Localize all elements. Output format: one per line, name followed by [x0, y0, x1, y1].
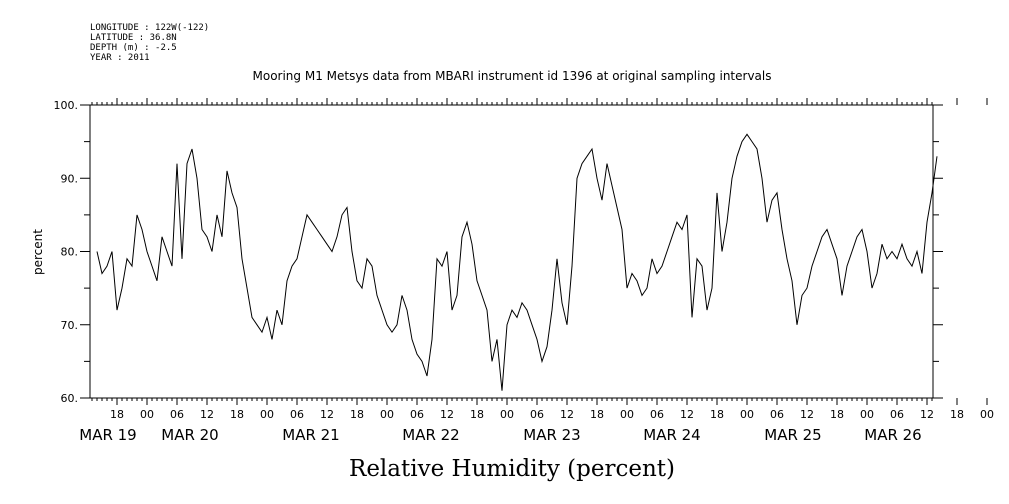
y-tick-label: 70. — [61, 319, 79, 332]
x-day-label: MAR 20 — [161, 426, 218, 444]
x-hour-label: 06 — [770, 408, 784, 421]
x-hour-label: 12 — [200, 408, 214, 421]
x-hour-label: 12 — [920, 408, 934, 421]
x-hour-label: 18 — [830, 408, 844, 421]
x-day-label: MAR 26 — [864, 426, 921, 444]
year-text: YEAR : 2011 — [90, 53, 150, 63]
x-hour-label: 06 — [890, 408, 904, 421]
humidity-series-line — [96, 133, 938, 391]
x-hour-label: 12 — [680, 408, 694, 421]
x-day-label: MAR 19 — [79, 426, 136, 444]
y-tick-label: 90. — [61, 172, 79, 185]
plot-frame — [89, 104, 934, 399]
x-day-label: MAR 25 — [764, 426, 821, 444]
x-hour-label: 00 — [860, 408, 874, 421]
x-day-label: MAR 22 — [402, 426, 459, 444]
x-hour-label: 12 — [440, 408, 454, 421]
x-axis-label: Relative Humidity (percent) — [349, 456, 675, 482]
x-hour-label: 18 — [350, 408, 364, 421]
x-hour-label: 06 — [530, 408, 544, 421]
x-hour-label: 00 — [500, 408, 514, 421]
x-day-label: MAR 21 — [282, 426, 339, 444]
x-hour-label: 12 — [800, 408, 814, 421]
y-tick-label: 60. — [61, 392, 79, 405]
x-hour-label: 18 — [710, 408, 724, 421]
x-hour-label: 06 — [170, 408, 184, 421]
latitude-text: LATITUDE : 36.8N — [90, 33, 177, 43]
y-tick-label: 100. — [54, 99, 79, 112]
x-day-label: MAR 24 — [643, 426, 700, 444]
x-hour-label: 18 — [230, 408, 244, 421]
x-hour-label: 18 — [590, 408, 604, 421]
x-hour-label: 00 — [380, 408, 394, 421]
x-hour-label: 18 — [470, 408, 484, 421]
x-day-label: MAR 23 — [523, 426, 580, 444]
x-hour-label: 06 — [650, 408, 664, 421]
x-hour-label: 00 — [980, 408, 994, 421]
x-hour-label: 00 — [620, 408, 634, 421]
depth-text: DEPTH (m) : -2.5 — [90, 43, 177, 53]
x-hour-label: 06 — [290, 408, 304, 421]
x-hour-label: 12 — [560, 408, 574, 421]
x-hour-label: 18 — [950, 408, 964, 421]
y-tick-label: 80. — [61, 246, 79, 259]
longitude-text: LONGITUDE : 122W(-122) — [90, 23, 209, 33]
x-hour-label: 00 — [140, 408, 154, 421]
x-hour-label: 12 — [320, 408, 334, 421]
x-hour-label: 00 — [740, 408, 754, 421]
x-hour-label: 18 — [110, 408, 124, 421]
chart-title: Mooring M1 Metsys data from MBARI instru… — [253, 69, 772, 83]
x-hour-label: 06 — [410, 408, 424, 421]
x-hour-label: 00 — [260, 408, 274, 421]
y-axis-label: percent — [31, 229, 45, 275]
